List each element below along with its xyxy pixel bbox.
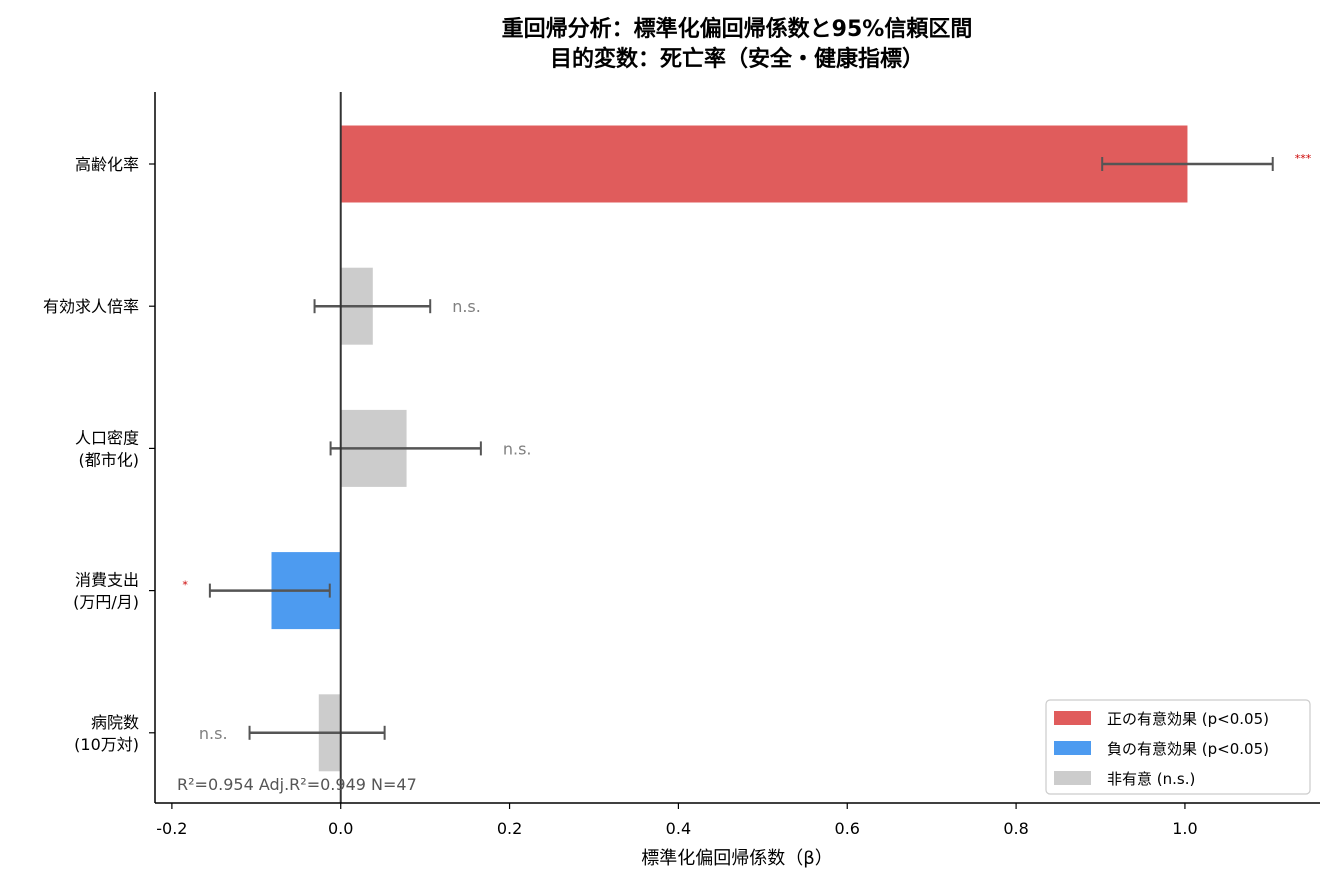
error-bars (208, 157, 1274, 740)
significance-label: *** (1295, 152, 1312, 165)
x-axis-label: 標準化偏回帰係数（β） (641, 848, 833, 869)
x-tick-label: 0.4 (666, 819, 691, 838)
significance-label: n.s. (452, 297, 481, 316)
bar (340, 125, 1188, 203)
model-stats: R²=0.954 Adj.R²=0.949 N=47 (177, 775, 417, 794)
category-label: (都市化) (79, 450, 140, 469)
significance-labels: *** n.s. n.s. * n.s. (182, 152, 1311, 743)
legend-swatch (1054, 741, 1091, 755)
legend-label: 非有意 (n.s.) (1107, 770, 1195, 788)
bars (271, 125, 1188, 772)
category-label: 人口密度 (75, 428, 139, 447)
legend: 正の有意効果 (p<0.05) 負の有意効果 (p<0.05) 非有意 (n.s.) (1045, 699, 1311, 795)
legend-swatch (1054, 771, 1091, 785)
legend-label: 負の有意効果 (p<0.05) (1107, 740, 1269, 758)
chart-title-line: 目的変数：死亡率（安全・健康指標） (550, 46, 924, 72)
category-label: (10万対) (74, 735, 139, 754)
category-label: 高齢化率 (75, 155, 139, 174)
x-tick-label: 0.6 (835, 819, 860, 838)
x-tick-label: 0.0 (328, 819, 353, 838)
significance-label: * (182, 579, 188, 592)
legend-label: 正の有意効果 (p<0.05) (1107, 710, 1269, 728)
category-label: 有効求人倍率 (43, 297, 139, 316)
x-tick-label: 1.0 (1172, 819, 1197, 838)
x-tick-label: 0.2 (497, 819, 522, 838)
chart-title-line: 重回帰分析：標準化偏回帰係数と95%信頼区間 (502, 16, 973, 42)
legend-swatch (1054, 711, 1091, 725)
category-label: 病院数 (91, 713, 139, 732)
category-label: (万円/月) (73, 593, 139, 612)
x-tick-label: -0.2 (156, 819, 187, 838)
x-tick-label: 0.8 (1003, 819, 1028, 838)
x-axis-ticks: -0.2 0.0 0.2 0.4 0.6 0.8 1.0 (156, 803, 1198, 838)
legend-box (1045, 699, 1311, 795)
significance-label: n.s. (199, 724, 228, 743)
category-label: 消費支出 (75, 571, 139, 590)
significance-label: n.s. (503, 439, 532, 458)
